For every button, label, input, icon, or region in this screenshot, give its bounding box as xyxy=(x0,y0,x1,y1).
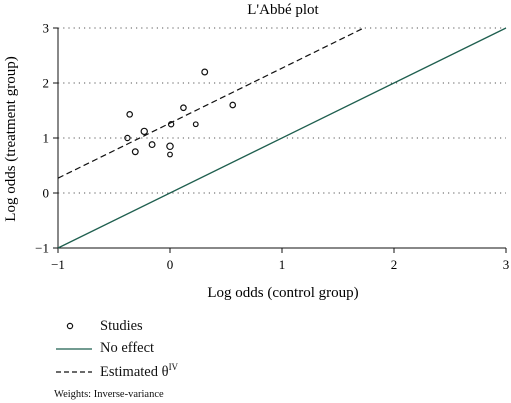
legend-label-no-effect: No effect xyxy=(100,340,155,356)
legend-dashed-line-icon xyxy=(56,371,92,373)
grid-lines xyxy=(58,27,506,194)
study-point xyxy=(180,104,187,112)
legend-solid-line-icon xyxy=(56,348,92,350)
axes xyxy=(53,27,507,253)
legend-label-estimated: Estimated θIV xyxy=(100,362,178,381)
y-tick-label: −1 xyxy=(35,241,49,256)
study-point xyxy=(167,151,173,158)
study-point xyxy=(140,127,148,136)
legend-item-no-effect: No effect xyxy=(56,340,356,362)
legend-label-estimated-text: Estimated θ xyxy=(100,363,169,380)
study-point xyxy=(201,68,209,76)
x-tick-label: 1 xyxy=(279,257,286,272)
study-point xyxy=(148,141,156,149)
study-point xyxy=(167,121,175,128)
study-point xyxy=(131,148,139,156)
y-tick-label: 3 xyxy=(43,21,50,36)
x-tick-label: −1 xyxy=(51,257,65,272)
y-tick-label: 2 xyxy=(43,76,50,91)
y-tick-label: 0 xyxy=(43,186,50,201)
legend-label-estimated-sup: IV xyxy=(168,362,179,372)
x-tick-labels: −1 0 1 2 3 xyxy=(51,257,509,272)
y-axis-label: Log odds (treatment group) xyxy=(3,56,19,221)
legend-item-studies: Studies xyxy=(56,318,356,340)
study-point xyxy=(124,134,131,142)
no-effect-line xyxy=(57,27,507,249)
x-tick-label: 0 xyxy=(167,257,174,272)
x-tick-label: 2 xyxy=(391,257,398,272)
study-point xyxy=(229,101,237,109)
labbe-chart: L'Abbé plot −1 0 1 2 3 −1 0 1 2 3 Log odds (cont… xyxy=(3,2,509,301)
y-tick-labels: −1 0 1 2 3 xyxy=(35,21,49,256)
legend: Studies No effect Estimated θIV xyxy=(56,318,356,384)
x-tick-label: 3 xyxy=(503,257,510,272)
weights-note: Weights: Inverse-variance xyxy=(54,389,164,400)
legend-label-studies: Studies xyxy=(100,318,143,334)
reference-lines xyxy=(57,27,507,249)
study-point xyxy=(192,121,199,128)
legend-marker-circle-icon xyxy=(66,322,74,330)
y-tick-label: 1 xyxy=(43,131,50,146)
study-point xyxy=(126,111,134,118)
chart-title: L'Abbé plot xyxy=(247,2,319,18)
study-points xyxy=(124,68,237,158)
x-axis-label: Log odds (control group) xyxy=(207,285,358,301)
legend-item-estimated: Estimated θIV xyxy=(56,362,356,384)
study-point xyxy=(166,142,174,151)
estimated-theta-line xyxy=(57,27,365,179)
